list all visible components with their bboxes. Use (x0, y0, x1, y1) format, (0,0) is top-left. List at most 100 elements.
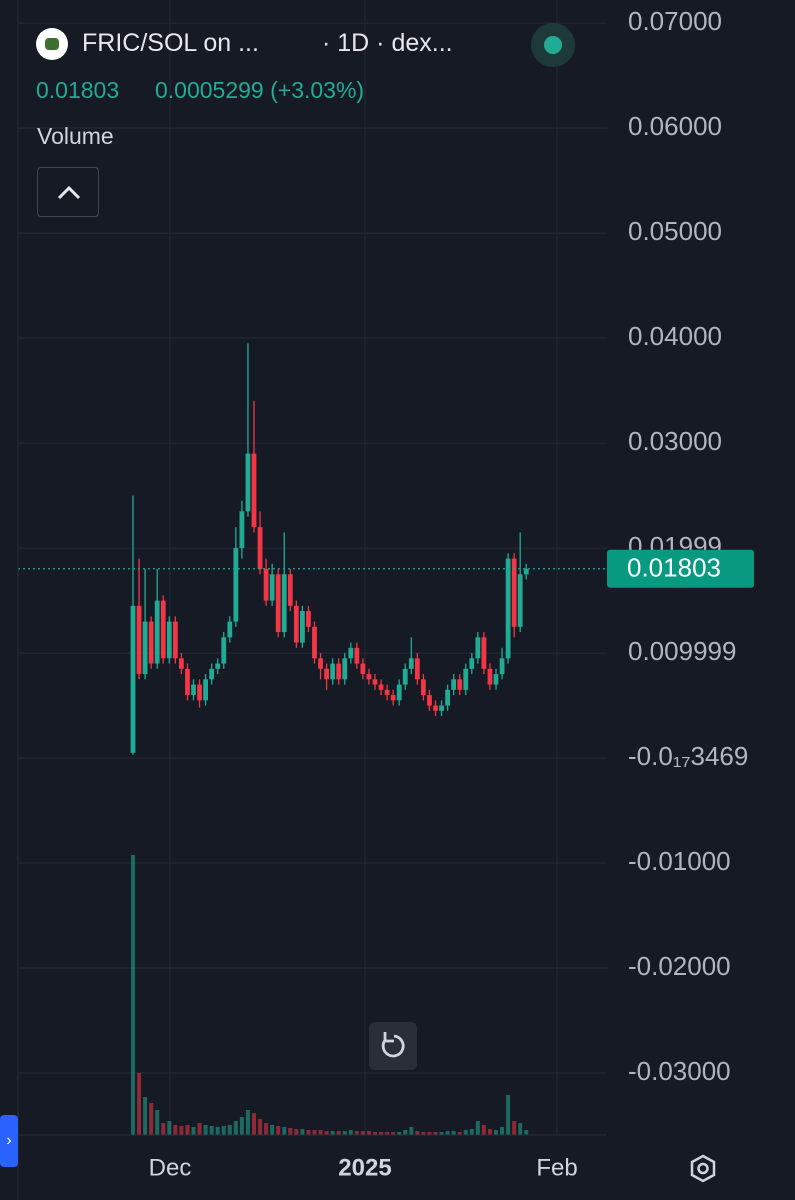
volume-bar (197, 1123, 202, 1135)
candle-body (427, 695, 432, 706)
candle-body (221, 637, 227, 664)
y-tick-label: 0.009999 (628, 636, 736, 666)
candle-body (306, 611, 311, 627)
y-tick-label: 0.05000 (628, 216, 722, 246)
candle-body (197, 684, 202, 701)
settings-icon[interactable] (690, 1154, 716, 1183)
candle-body (318, 658, 323, 669)
collapse-icon (57, 185, 81, 200)
candle-body (233, 548, 239, 622)
candle-body (433, 705, 438, 711)
volume-bar (270, 1125, 275, 1135)
volume-bar (354, 1131, 359, 1135)
volume-bar (288, 1128, 293, 1135)
volume-bar (415, 1131, 420, 1135)
candle-body (481, 637, 487, 669)
token-logo (36, 28, 68, 60)
candle-body (342, 658, 348, 680)
candle-body (269, 574, 275, 601)
volume-bar (227, 1125, 232, 1135)
volume-bar (245, 1110, 250, 1135)
candle-body (300, 611, 305, 643)
volume-bar (143, 1097, 148, 1135)
volume-bar (403, 1130, 408, 1135)
volume-label: Volume (37, 123, 114, 149)
y-tick-label: 0.03000 (628, 426, 722, 456)
candle-body (445, 689, 450, 706)
volume-bar (215, 1127, 220, 1135)
status-dot (544, 36, 562, 54)
volume-bar (161, 1123, 166, 1135)
volume-bar (203, 1125, 208, 1135)
x-tick-label: Feb (536, 1154, 577, 1181)
price-change: 0.0005299 (+3.03%) (155, 77, 365, 103)
candle-body (366, 674, 372, 680)
candle-body (523, 568, 529, 575)
volume-bar (312, 1130, 317, 1135)
volume-bar (221, 1126, 226, 1135)
candle-body (203, 679, 208, 701)
volume-bar (391, 1132, 396, 1135)
candle-body (148, 621, 154, 664)
y-tick-label: -0.03000 (628, 1056, 731, 1086)
candle-body (348, 647, 354, 659)
volume-bar (475, 1121, 480, 1135)
y-tick-label: 0.04000 (628, 321, 722, 351)
last-price-label: 0.01803 (627, 553, 721, 583)
reset-bg (369, 1022, 417, 1070)
candle-body (142, 621, 148, 675)
last-price: 0.01803 (36, 77, 120, 103)
volume-bar (409, 1127, 414, 1135)
volume-bar (264, 1123, 269, 1135)
side-tab[interactable] (0, 1115, 18, 1167)
candle-body (354, 647, 360, 664)
symbol-title[interactable]: FRIC/SOL on ... (82, 29, 259, 57)
candle-body (209, 668, 215, 680)
volume-bar (385, 1132, 390, 1135)
volume-bar (469, 1129, 474, 1135)
y-tick-label: -0.02000 (628, 951, 731, 981)
x-tick-label: Dec (149, 1154, 192, 1181)
volume-bar (239, 1117, 244, 1135)
token-logo-mark (45, 38, 59, 50)
x-tick-label: 2025 (338, 1154, 391, 1181)
volume-bar (276, 1126, 281, 1135)
volume-bar (427, 1132, 432, 1135)
candle-body (439, 705, 444, 711)
volume-bar (330, 1131, 335, 1135)
candle-body (251, 453, 257, 528)
price-axis: -0.03000 -0.02000 -0.01000 -0.0₁₇3469 0.0099… (607, 6, 754, 1086)
volume-bar (155, 1110, 160, 1135)
volume-bar (463, 1130, 468, 1135)
volume-bar (451, 1131, 456, 1135)
candle-body (293, 605, 299, 643)
y-tick-label: 0.07000 (628, 6, 722, 36)
volume-bar (487, 1129, 492, 1135)
volume-bar (282, 1127, 287, 1135)
reset-button[interactable] (369, 1022, 417, 1070)
candle-body (372, 679, 378, 685)
volume-bar (421, 1132, 426, 1135)
volume-bar (179, 1126, 184, 1135)
candle-body (475, 637, 481, 659)
y-tick-label: -0.0₁₇3469 (628, 741, 748, 771)
settings-dot (697, 1162, 709, 1175)
candle-body (384, 689, 390, 696)
plot-area (18, 22, 607, 1135)
candle-body (136, 605, 142, 675)
volume-bar (360, 1131, 365, 1135)
candle-body (469, 658, 475, 669)
candle-body (227, 621, 233, 638)
candle-body (511, 558, 517, 627)
volume-bar (258, 1119, 263, 1135)
candle-body (324, 668, 329, 680)
collapse-button[interactable] (37, 167, 99, 217)
candle-body (281, 574, 287, 633)
volume-bar (294, 1129, 299, 1135)
candle-body (275, 574, 281, 633)
volume-bar (439, 1132, 444, 1135)
candle-body (463, 668, 469, 690)
volume-bar (524, 1130, 529, 1135)
volume-bar (173, 1125, 178, 1135)
